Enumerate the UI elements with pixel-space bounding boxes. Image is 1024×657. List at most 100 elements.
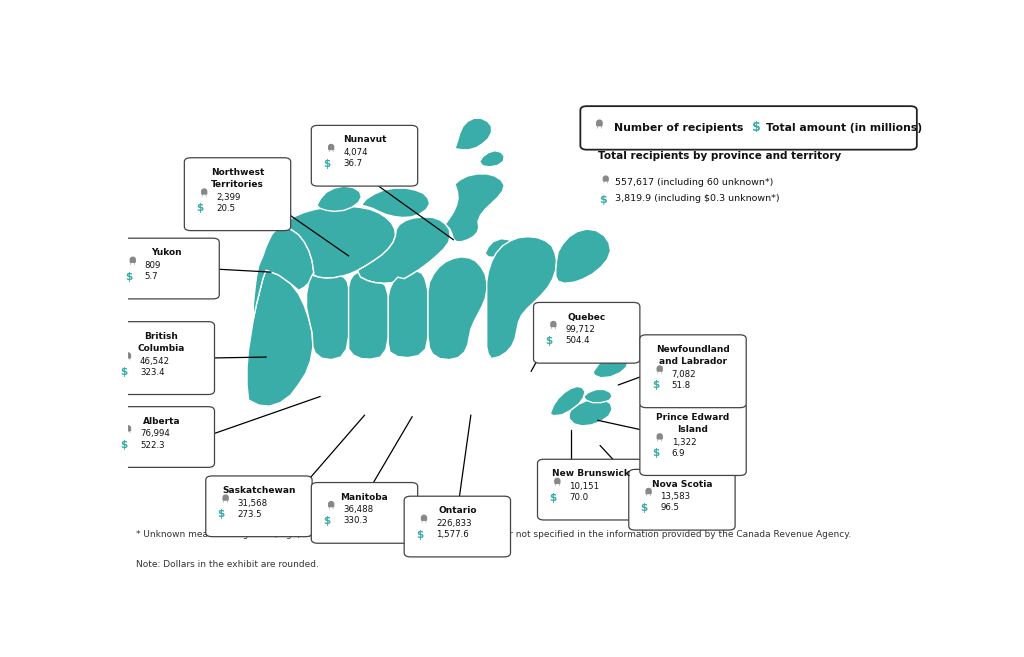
Polygon shape [550, 386, 585, 416]
Text: 504.4: 504.4 [565, 336, 590, 346]
Polygon shape [485, 238, 514, 258]
FancyBboxPatch shape [656, 367, 663, 372]
Circle shape [329, 502, 333, 505]
FancyBboxPatch shape [130, 258, 136, 263]
FancyBboxPatch shape [328, 503, 334, 507]
Text: 20.5: 20.5 [216, 204, 236, 213]
Polygon shape [388, 271, 428, 357]
Text: Saskatchewan: Saskatchewan [222, 486, 296, 495]
Circle shape [126, 426, 130, 428]
Text: $: $ [324, 159, 331, 169]
Text: Total amount (in millions): Total amount (in millions) [766, 123, 923, 133]
Text: New Brunswick: New Brunswick [552, 469, 630, 478]
Text: 76,994: 76,994 [140, 430, 170, 438]
Polygon shape [479, 150, 504, 167]
Text: 6.9: 6.9 [672, 449, 685, 458]
Circle shape [126, 353, 130, 355]
Polygon shape [253, 227, 313, 319]
Text: 330.3: 330.3 [343, 516, 368, 526]
Text: Note: Dollars in the exhibit are rounded.: Note: Dollars in the exhibit are rounded… [136, 560, 318, 570]
Text: 36,488: 36,488 [343, 505, 373, 514]
Text: Alberta: Alberta [142, 417, 180, 426]
FancyBboxPatch shape [421, 516, 427, 521]
Text: $: $ [218, 509, 225, 520]
FancyBboxPatch shape [554, 479, 560, 484]
Text: 809: 809 [144, 261, 161, 270]
Circle shape [597, 120, 602, 123]
Text: Territories: Territories [211, 180, 264, 189]
Polygon shape [247, 270, 313, 406]
Text: 7,082: 7,082 [672, 370, 696, 379]
FancyBboxPatch shape [109, 407, 214, 467]
Circle shape [604, 176, 607, 179]
FancyBboxPatch shape [645, 489, 652, 494]
Polygon shape [584, 390, 612, 403]
Text: Total recipients by province and territory: Total recipients by province and territo… [598, 150, 841, 161]
FancyBboxPatch shape [184, 158, 291, 231]
Text: 96.5: 96.5 [660, 503, 680, 512]
FancyBboxPatch shape [125, 426, 131, 432]
Circle shape [131, 258, 135, 260]
Text: $: $ [125, 271, 132, 282]
Polygon shape [445, 174, 504, 242]
FancyBboxPatch shape [328, 145, 334, 150]
Polygon shape [316, 186, 361, 212]
Text: $: $ [599, 195, 607, 205]
Text: 1,577.6: 1,577.6 [436, 530, 469, 539]
Polygon shape [361, 188, 430, 217]
Text: 70.0: 70.0 [569, 493, 589, 502]
FancyBboxPatch shape [640, 335, 746, 407]
Polygon shape [348, 272, 388, 359]
Circle shape [657, 434, 662, 436]
Text: 2,399: 2,399 [216, 193, 241, 202]
Text: $: $ [546, 336, 553, 346]
Text: $: $ [550, 493, 557, 503]
FancyBboxPatch shape [206, 476, 312, 537]
Text: 5.7: 5.7 [144, 272, 159, 281]
FancyBboxPatch shape [656, 435, 663, 440]
FancyBboxPatch shape [113, 238, 219, 299]
Text: Nova Scotia: Nova Scotia [651, 480, 712, 489]
Text: 323.4: 323.4 [140, 368, 165, 376]
Text: 13,583: 13,583 [660, 492, 690, 501]
Text: Island: Island [678, 425, 709, 434]
Text: 36.7: 36.7 [343, 160, 362, 168]
Circle shape [422, 515, 426, 518]
Circle shape [555, 478, 559, 481]
Text: $: $ [120, 367, 127, 377]
Text: British: British [144, 332, 178, 341]
Polygon shape [283, 206, 395, 278]
Text: $: $ [197, 204, 204, 214]
FancyBboxPatch shape [222, 496, 228, 501]
Text: $: $ [652, 380, 659, 390]
Polygon shape [428, 257, 486, 359]
FancyBboxPatch shape [534, 302, 640, 363]
FancyBboxPatch shape [311, 482, 418, 543]
FancyBboxPatch shape [629, 469, 735, 530]
Circle shape [657, 366, 662, 369]
Text: $: $ [652, 448, 659, 458]
FancyBboxPatch shape [125, 353, 131, 359]
Circle shape [646, 489, 650, 491]
Text: Number of recipients: Number of recipients [613, 123, 743, 133]
Text: * Unknown means that gender, age, or province of residence was either missing or: * Unknown means that gender, age, or pro… [136, 530, 851, 539]
Text: and Labrador: and Labrador [659, 357, 727, 366]
Text: 99,712: 99,712 [565, 325, 595, 334]
Polygon shape [593, 355, 628, 378]
Text: Yukon: Yukon [151, 248, 181, 258]
Polygon shape [358, 217, 451, 283]
Polygon shape [569, 399, 612, 426]
FancyBboxPatch shape [109, 322, 214, 394]
Polygon shape [306, 275, 348, 359]
FancyBboxPatch shape [538, 459, 644, 520]
FancyBboxPatch shape [201, 190, 207, 194]
Text: $: $ [324, 516, 331, 526]
FancyBboxPatch shape [550, 323, 556, 327]
Text: 31,568: 31,568 [238, 499, 267, 508]
Text: 273.5: 273.5 [238, 510, 262, 519]
Text: 51.8: 51.8 [672, 381, 691, 390]
Text: Manitoba: Manitoba [341, 493, 388, 502]
Text: $: $ [641, 503, 648, 513]
Circle shape [329, 145, 333, 147]
Circle shape [202, 189, 206, 192]
